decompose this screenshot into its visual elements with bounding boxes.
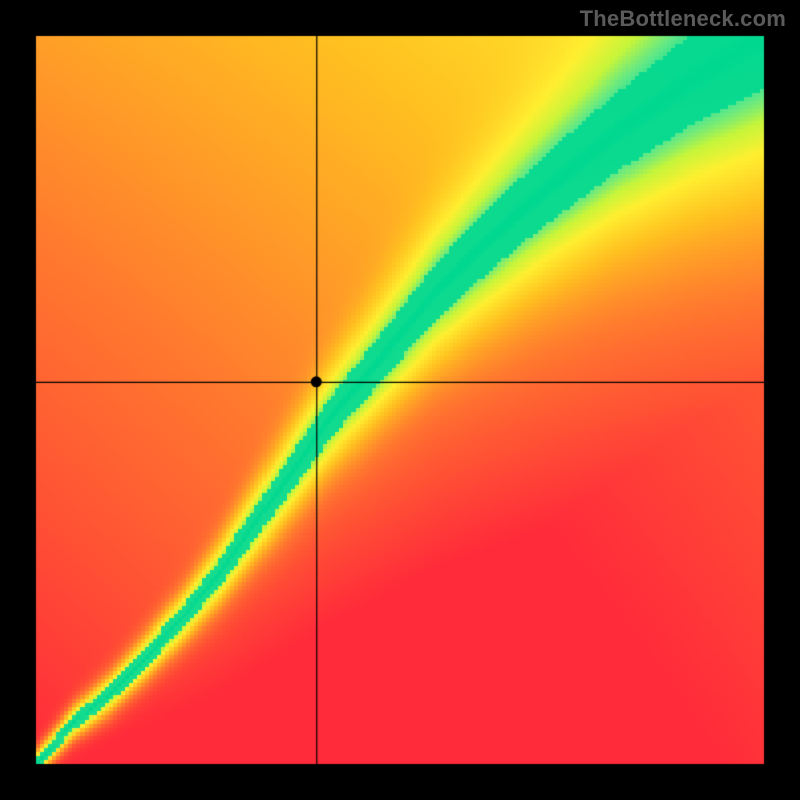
chart-container: TheBottleneck.com	[0, 0, 800, 800]
bottleneck-heatmap	[0, 0, 800, 800]
